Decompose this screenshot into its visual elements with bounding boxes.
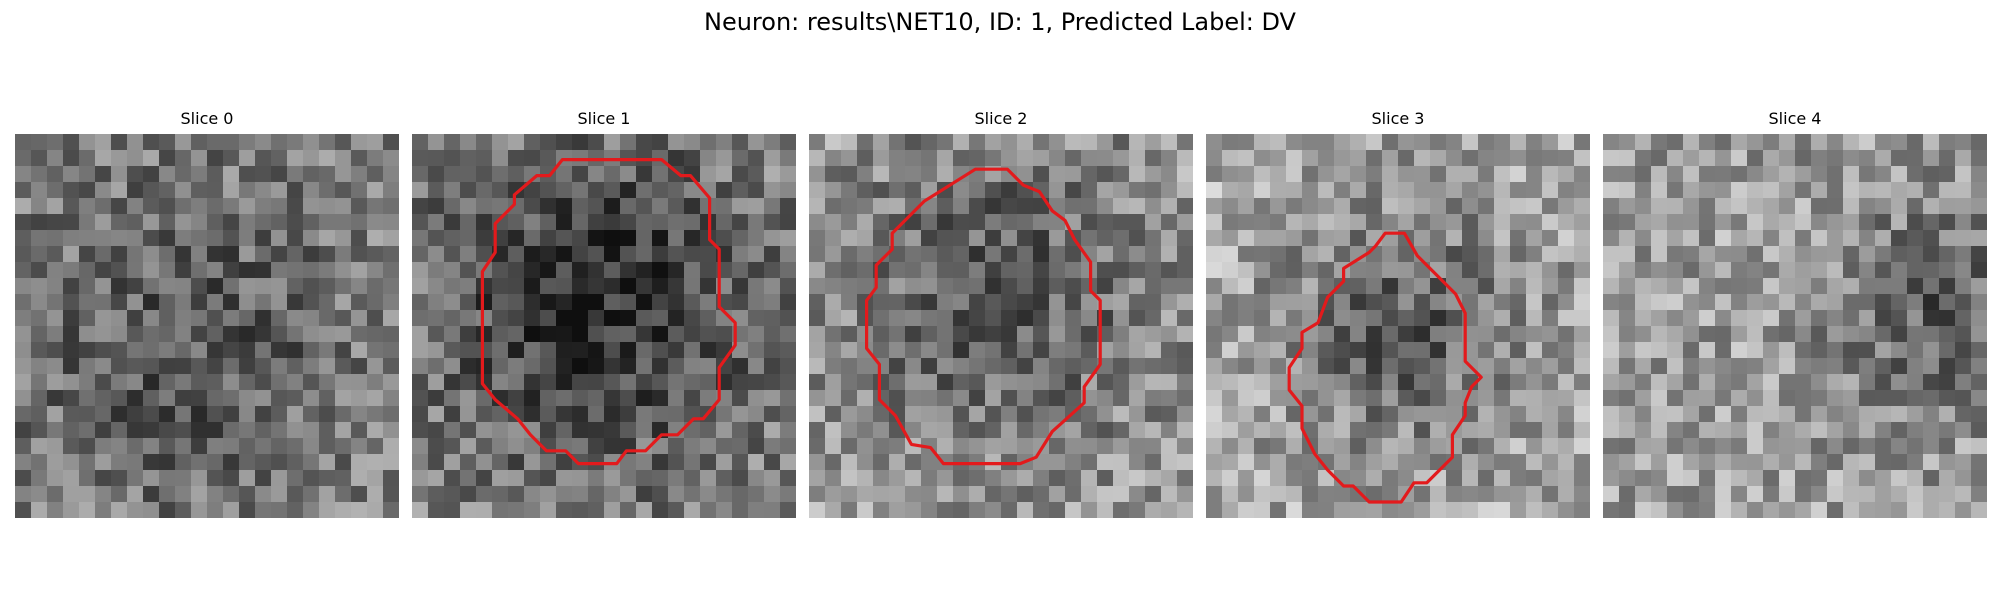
contour-outline (1287, 231, 1483, 504)
contour-overlay (864, 167, 1102, 466)
contour-outline (864, 167, 1102, 466)
slice-title: Slice 2 (974, 109, 1028, 128)
slice-title: Slice 0 (180, 109, 234, 128)
contour-outline (480, 158, 737, 466)
contour-overlay (480, 158, 737, 466)
contour-overlay (1603, 134, 1987, 518)
slice-image (1206, 134, 1590, 518)
slice-title: Slice 1 (577, 109, 631, 128)
slice-image (1603, 134, 1987, 518)
slice-image (809, 134, 1193, 518)
slice-image (412, 134, 796, 518)
contour-overlay (15, 134, 399, 518)
slice-image (15, 134, 399, 518)
contour-overlay (1287, 231, 1483, 504)
page-title: Neuron: results\NET10, ID: 1, Predicted … (704, 8, 1296, 36)
slice-title: Slice 4 (1768, 109, 1822, 128)
slice-title: Slice 3 (1371, 109, 1425, 128)
